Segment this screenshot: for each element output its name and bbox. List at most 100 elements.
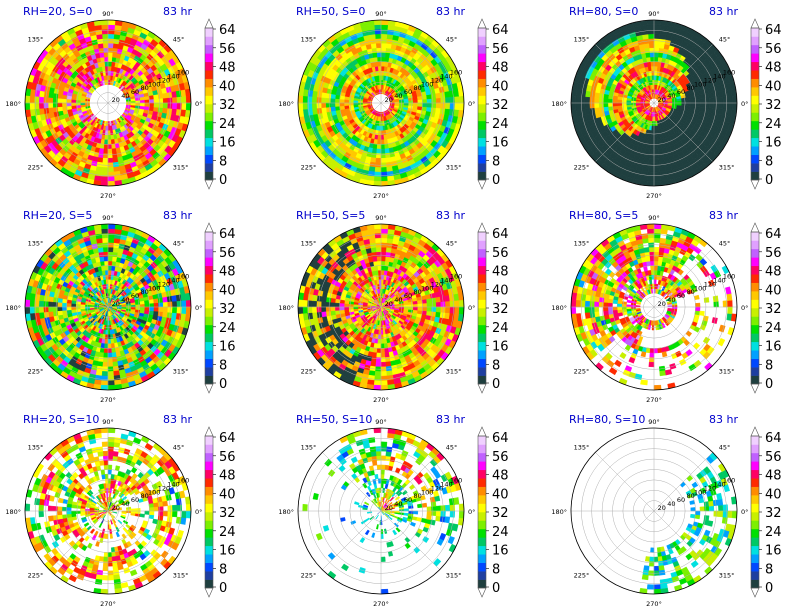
heat-cell	[107, 171, 115, 178]
radial-tick-label: 100	[421, 80, 433, 88]
heat-cell	[100, 24, 109, 30]
heat-cell	[57, 98, 63, 104]
colorbar-swatch	[205, 257, 213, 267]
panel-title: RH=20, S=0	[23, 5, 92, 18]
colorbar-tick-label: 48	[219, 265, 236, 280]
heat-cell	[325, 97, 331, 104]
heat-cell	[458, 95, 464, 104]
heat-cell	[181, 306, 187, 315]
heat-cell	[380, 167, 388, 173]
colorbar-top-arrow	[477, 18, 487, 29]
colorbar-swatch	[751, 154, 759, 164]
colorbar-swatch	[205, 28, 213, 37]
heat-cell	[101, 28, 109, 35]
colorbar-swatch	[205, 282, 213, 292]
heat-cell	[107, 343, 112, 349]
azimuth-label: 0°	[195, 100, 202, 108]
heat-cell	[380, 148, 386, 154]
grid-spoke	[322, 102, 382, 162]
heat-cell	[110, 66, 115, 72]
colorbar-swatch	[205, 324, 213, 334]
heat-cell	[330, 102, 336, 108]
heat-cell	[103, 148, 109, 154]
heat-cell	[649, 148, 655, 154]
heat-cell	[61, 94, 68, 100]
heat-cell	[70, 303, 77, 308]
heat-cell	[103, 348, 109, 354]
colorbar-tick-label: 8	[219, 154, 227, 169]
heat-cell	[649, 52, 655, 58]
heat-cell	[29, 306, 35, 315]
colorbar-swatch	[205, 367, 213, 376]
heat-cell	[112, 47, 118, 54]
heat-cell	[651, 125, 655, 131]
heat-cell	[139, 306, 146, 311]
heat-cell	[431, 97, 437, 104]
colorbar-swatch	[478, 154, 486, 164]
colorbar-tick-label: 16	[765, 136, 782, 151]
radial-tick-label: 40	[121, 296, 129, 304]
heat-cell	[426, 106, 432, 113]
heat-cell	[185, 102, 191, 111]
heat-cell	[374, 28, 382, 35]
heat-cell	[104, 265, 109, 271]
heat-cell	[695, 102, 701, 108]
heat-cell	[690, 99, 696, 104]
colorbar-swatch	[478, 44, 486, 54]
heat-cell	[111, 256, 118, 262]
heat-cell	[647, 171, 655, 178]
azimuth-label: 225°	[574, 163, 590, 171]
heat-cell	[144, 306, 150, 311]
radial-tick-label: 140	[713, 73, 725, 81]
heat-cell	[371, 148, 378, 154]
colorbar-tick-label: 0	[219, 173, 227, 188]
heat-cell	[374, 171, 382, 178]
colorbar-tick-label: 24	[219, 117, 236, 132]
heat-cell	[29, 299, 35, 308]
radial-tick-label: 160	[450, 69, 462, 77]
heat-cell	[100, 380, 109, 386]
radial-tick-label: 40	[394, 92, 402, 100]
colorbar-swatch	[478, 146, 486, 155]
heat-cell	[657, 52, 664, 58]
colorbar-swatch	[205, 350, 213, 359]
heat-cell	[653, 47, 660, 53]
heat-cell	[373, 24, 382, 30]
colorbar-swatch	[751, 36, 759, 46]
heat-cell	[66, 303, 72, 308]
colorbar-swatch	[751, 70, 759, 79]
heat-cell	[61, 98, 67, 104]
heat-cell	[612, 95, 618, 101]
heat-cell	[148, 106, 155, 112]
radial-tick-label: 60	[131, 292, 139, 300]
heat-cell	[47, 102, 54, 109]
heat-cell	[571, 95, 577, 104]
heat-cell	[646, 24, 655, 30]
heat-cell	[320, 102, 327, 109]
heat-cell	[107, 274, 112, 280]
radial-tick-label: 120	[158, 76, 170, 84]
heat-cell	[102, 47, 109, 53]
heat-cell	[107, 52, 113, 58]
heat-cell	[99, 143, 105, 150]
heat-cell	[653, 144, 659, 150]
heat-cell	[107, 56, 113, 62]
heat-cell	[383, 66, 388, 72]
heat-cell	[29, 102, 35, 111]
heat-cell	[375, 42, 382, 49]
colorbar-tick-label: 56	[219, 42, 236, 57]
heat-cell	[579, 96, 586, 104]
colorbar-tick-label: 16	[219, 340, 236, 355]
heat-cell	[103, 260, 109, 266]
colorbar-swatch	[205, 61, 213, 71]
colorbar-swatch	[205, 87, 213, 96]
colorbar-swatch	[205, 248, 213, 258]
heat-cell	[172, 102, 178, 110]
heat-cell	[647, 134, 652, 140]
heat-cell	[162, 97, 169, 104]
radial-tick-label: 80	[686, 84, 694, 92]
radial-tick-label: 120	[704, 76, 716, 84]
grid-spoke	[49, 102, 109, 162]
heat-cell	[66, 306, 72, 311]
heat-cell	[153, 306, 159, 312]
